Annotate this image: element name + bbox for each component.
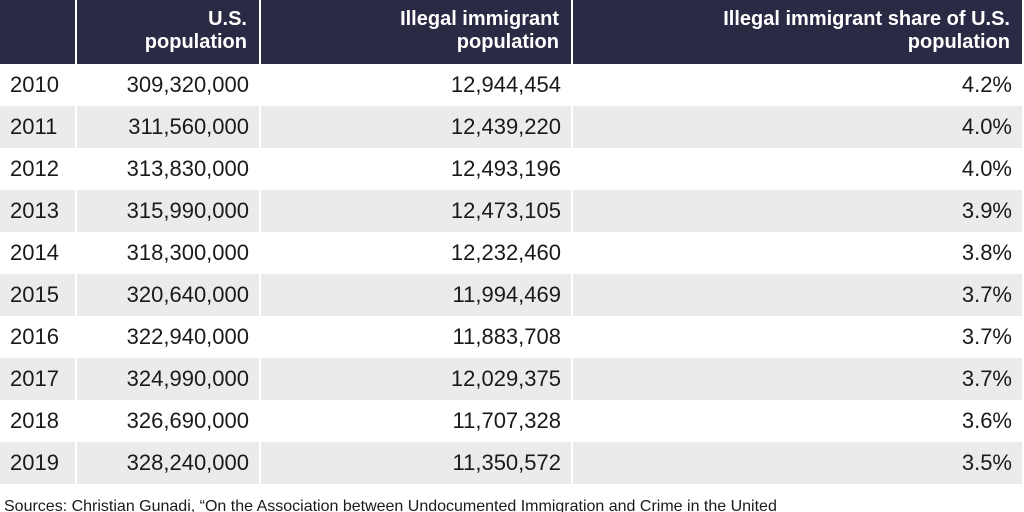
- table-row: 2017 324,990,000 12,029,375 3.7%: [0, 358, 1022, 400]
- share-cell: 4.0%: [572, 106, 1022, 148]
- illegal-immigrant-population-cell: 11,883,708: [260, 316, 573, 358]
- illegal-immigrant-population-cell: 11,994,469: [260, 274, 573, 316]
- table-body: 2010 309,320,000 12,944,454 4.2% 2011 311,560…: [0, 64, 1022, 484]
- illegal-immigrant-population-header: Illegal immigrant population: [260, 0, 573, 64]
- share-cell: 3.7%: [572, 358, 1022, 400]
- year-cell: 2010: [0, 64, 77, 106]
- table-row: 2012 313,830,000 12,493,196 4.0%: [0, 148, 1022, 190]
- table-row: 2018 326,690,000 11,707,328 3.6%: [0, 400, 1022, 442]
- year-cell: 2011: [0, 106, 77, 148]
- us-population-cell: 318,300,000: [76, 232, 261, 274]
- illegal-immigrant-population-cell: 12,493,196: [260, 148, 573, 190]
- share-header: Illegal immigrant share of U.S. populati…: [572, 0, 1022, 64]
- header-row: U.S. population Illegal immigrant popula…: [0, 0, 1022, 64]
- share-cell: 3.7%: [961, 324, 1012, 349]
- table-row: 2013 315,990,000 12,473,105 3.9%: [0, 190, 1022, 232]
- header-line: Illegal immigrant: [400, 8, 559, 30]
- header-line: U.S.: [208, 8, 247, 30]
- table-row: 2011 311,560,000 12,439,220 4.0%: [0, 106, 1022, 148]
- table-row: 2019 328,240,000 11,350,572 3.5%: [0, 442, 1022, 484]
- source-note: Sources: Christian Gunadi, “On the Assoc…: [4, 498, 777, 512]
- us-population-cell: 326,690,000: [76, 400, 261, 442]
- year-cell: 2012: [0, 148, 77, 190]
- year-cell: 2015: [0, 274, 77, 316]
- share-cell: 3.7%: [572, 274, 1022, 316]
- data-table: U.S. population Illegal immigrant popula…: [0, 0, 1022, 484]
- year-header: [0, 0, 77, 64]
- us-population-cell: 315,990,000: [76, 190, 261, 232]
- share-cell: 3.5%: [572, 442, 1022, 484]
- us-population-cell: 309,320,000: [76, 64, 261, 106]
- illegal-immigrant-population-cell: 12,029,375: [260, 358, 573, 400]
- year-cell: 2017: [0, 358, 77, 400]
- illegal-immigrant-population-cell: 11,707,328: [260, 400, 573, 442]
- table-row: 2015 320,640,000 11,994,469 3.7%: [0, 274, 1022, 316]
- table-row: 2010 309,320,000 12,944,454 4.2%: [0, 64, 1022, 106]
- header-line: population: [456, 31, 559, 53]
- illegal-immigrant-population-cell: 11,350,572: [260, 442, 573, 484]
- share-cell: 3.9%: [572, 190, 1022, 232]
- us-population-cell: 328,240,000: [76, 442, 261, 484]
- illegal-immigrant-population-cell: 12,439,220: [260, 106, 573, 148]
- us-population-header: U.S. population: [76, 0, 261, 64]
- share-cell: 4.0%: [961, 156, 1012, 181]
- header-line: Illegal immigrant share of U.S.: [723, 8, 1010, 30]
- table-row: 2016 322,940,000 11,883,708 3.7%: [0, 316, 1022, 358]
- illegal-immigrant-population-cell: 12,473,105: [260, 190, 573, 232]
- us-population-cell: 311,560,000: [76, 106, 261, 148]
- share-cell: 4.2%: [961, 72, 1012, 97]
- header-line: population: [144, 31, 247, 53]
- us-population-cell: 313,830,000: [76, 148, 261, 190]
- illegal-immigrant-population-cell: 12,944,454: [260, 64, 573, 106]
- year-cell: 2019: [0, 442, 77, 484]
- table-row: 2014 318,300,000 12,232,460 3.8%: [0, 232, 1022, 274]
- share-cell: 3.8%: [961, 240, 1012, 265]
- us-population-cell: 322,940,000: [76, 316, 261, 358]
- us-population-cell: 324,990,000: [76, 358, 261, 400]
- illegal-immigrant-population-cell: 12,232,460: [260, 232, 573, 274]
- year-cell: 2014: [0, 232, 77, 274]
- header-line: population: [907, 31, 1010, 53]
- year-cell: 2016: [0, 316, 77, 358]
- year-cell: 2013: [0, 190, 77, 232]
- us-population-cell: 320,640,000: [76, 274, 261, 316]
- share-cell: 3.6%: [961, 408, 1012, 433]
- year-cell: 2018: [0, 400, 77, 442]
